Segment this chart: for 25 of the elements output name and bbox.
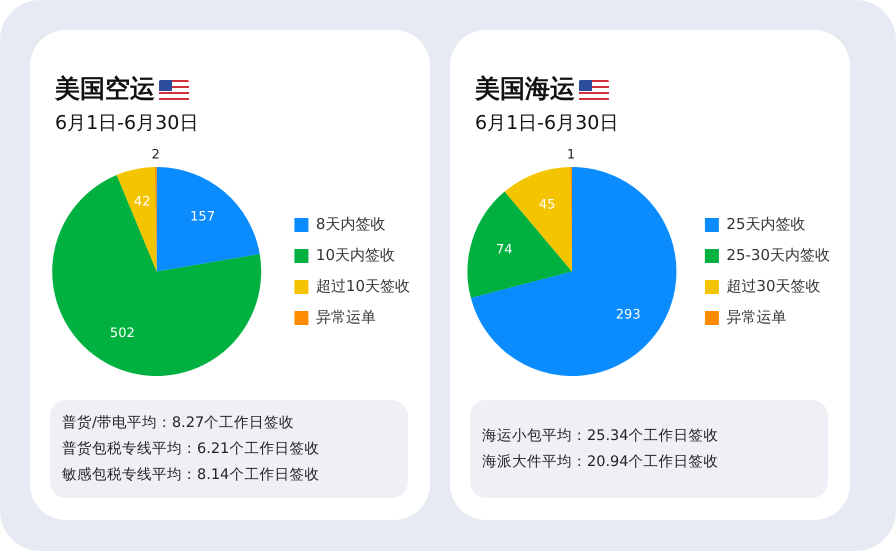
legend-label: 25天内签收 <box>726 214 806 233</box>
data-label: 45 <box>538 197 556 212</box>
text: 海运小包平均：25.34个工作日签收 <box>482 427 720 446</box>
data-label: 502 <box>110 326 135 342</box>
legend-label: 超过10天签收 <box>316 276 410 295</box>
data-label: 157 <box>190 210 215 225</box>
legend-label: 超过30天签收 <box>726 276 821 295</box>
data-label: 42 <box>134 194 150 210</box>
chart-subtitle: 6月1日-6月30日 <box>475 111 618 136</box>
data-label: 293 <box>616 307 641 322</box>
legend-label: 8天内签收 <box>316 214 386 233</box>
chart-title: 美国海运 <box>475 74 575 103</box>
text: 普货/带电平均：8.27个工作日签收 <box>62 414 296 433</box>
legend-label: 异常运单 <box>726 308 786 326</box>
data-label: 2 <box>152 147 160 162</box>
text: 敏感包税专线平均：8.14个工作日签收 <box>62 466 320 485</box>
data-label: 74 <box>496 242 513 258</box>
text: 普货包税专线平均：6.21个工作日签收 <box>62 440 320 459</box>
legend-label: 异常运单 <box>316 308 376 326</box>
chart-title: 美国空运 <box>55 74 155 103</box>
text: 海派大件平均：20.94个工作日签收 <box>482 453 720 472</box>
chart-subtitle: 6月1日-6月30日 <box>55 111 198 136</box>
legend-label: 10天内签收 <box>316 246 396 264</box>
legend-label: 25-30天内签收 <box>726 246 830 264</box>
data-label: 1 <box>566 147 576 162</box>
